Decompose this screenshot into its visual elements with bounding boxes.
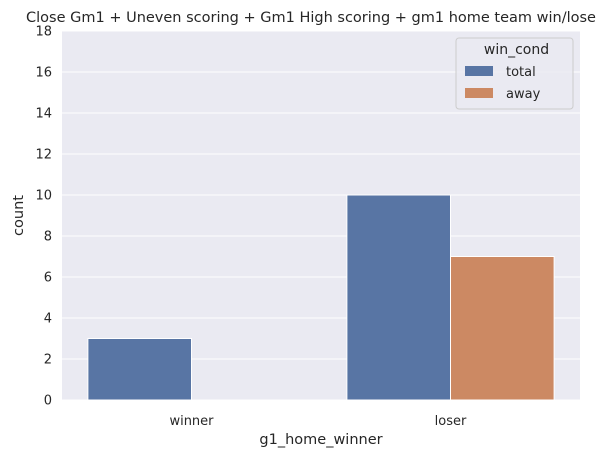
- y-tick-label: 18: [35, 25, 52, 40]
- y-tick-label: 16: [35, 66, 52, 81]
- x-axis-ticks: winner loser: [169, 414, 467, 429]
- legend-title: win_cond: [484, 42, 549, 58]
- legend-label-total: total: [506, 65, 536, 80]
- legend-swatch-total: [465, 66, 493, 76]
- y-axis-ticks: 0 2 4 6 8 10 12 14 16 18: [35, 25, 52, 409]
- grid-lines: [62, 30, 580, 401]
- y-tick-label: 12: [35, 148, 52, 163]
- legend: win_cond total away: [455, 37, 574, 110]
- x-axis-label: g1_home_winner: [259, 432, 382, 448]
- bar-total-winner: [87, 338, 192, 401]
- legend-label-away: away: [506, 87, 541, 102]
- y-tick-label: 10: [35, 189, 52, 204]
- chart-title: Close Gm1 + Uneven scoring + Gm1 High sc…: [26, 10, 596, 26]
- x-tick-label: loser: [435, 414, 467, 429]
- y-tick-label: 2: [44, 353, 52, 368]
- y-tick-label: 6: [44, 271, 52, 286]
- legend-items: total away: [465, 65, 541, 102]
- y-axis-label: count: [11, 195, 27, 236]
- bar-total-loser: [346, 194, 451, 401]
- y-tick-label: 8: [44, 230, 52, 245]
- x-tick-label: winner: [169, 414, 214, 429]
- y-tick-label: 4: [44, 312, 52, 327]
- y-tick-label: 0: [44, 394, 52, 409]
- bars: [87, 194, 555, 401]
- y-tick-label: 14: [35, 107, 52, 122]
- bar-away-loser: [450, 256, 555, 401]
- legend-swatch-away: [465, 88, 493, 98]
